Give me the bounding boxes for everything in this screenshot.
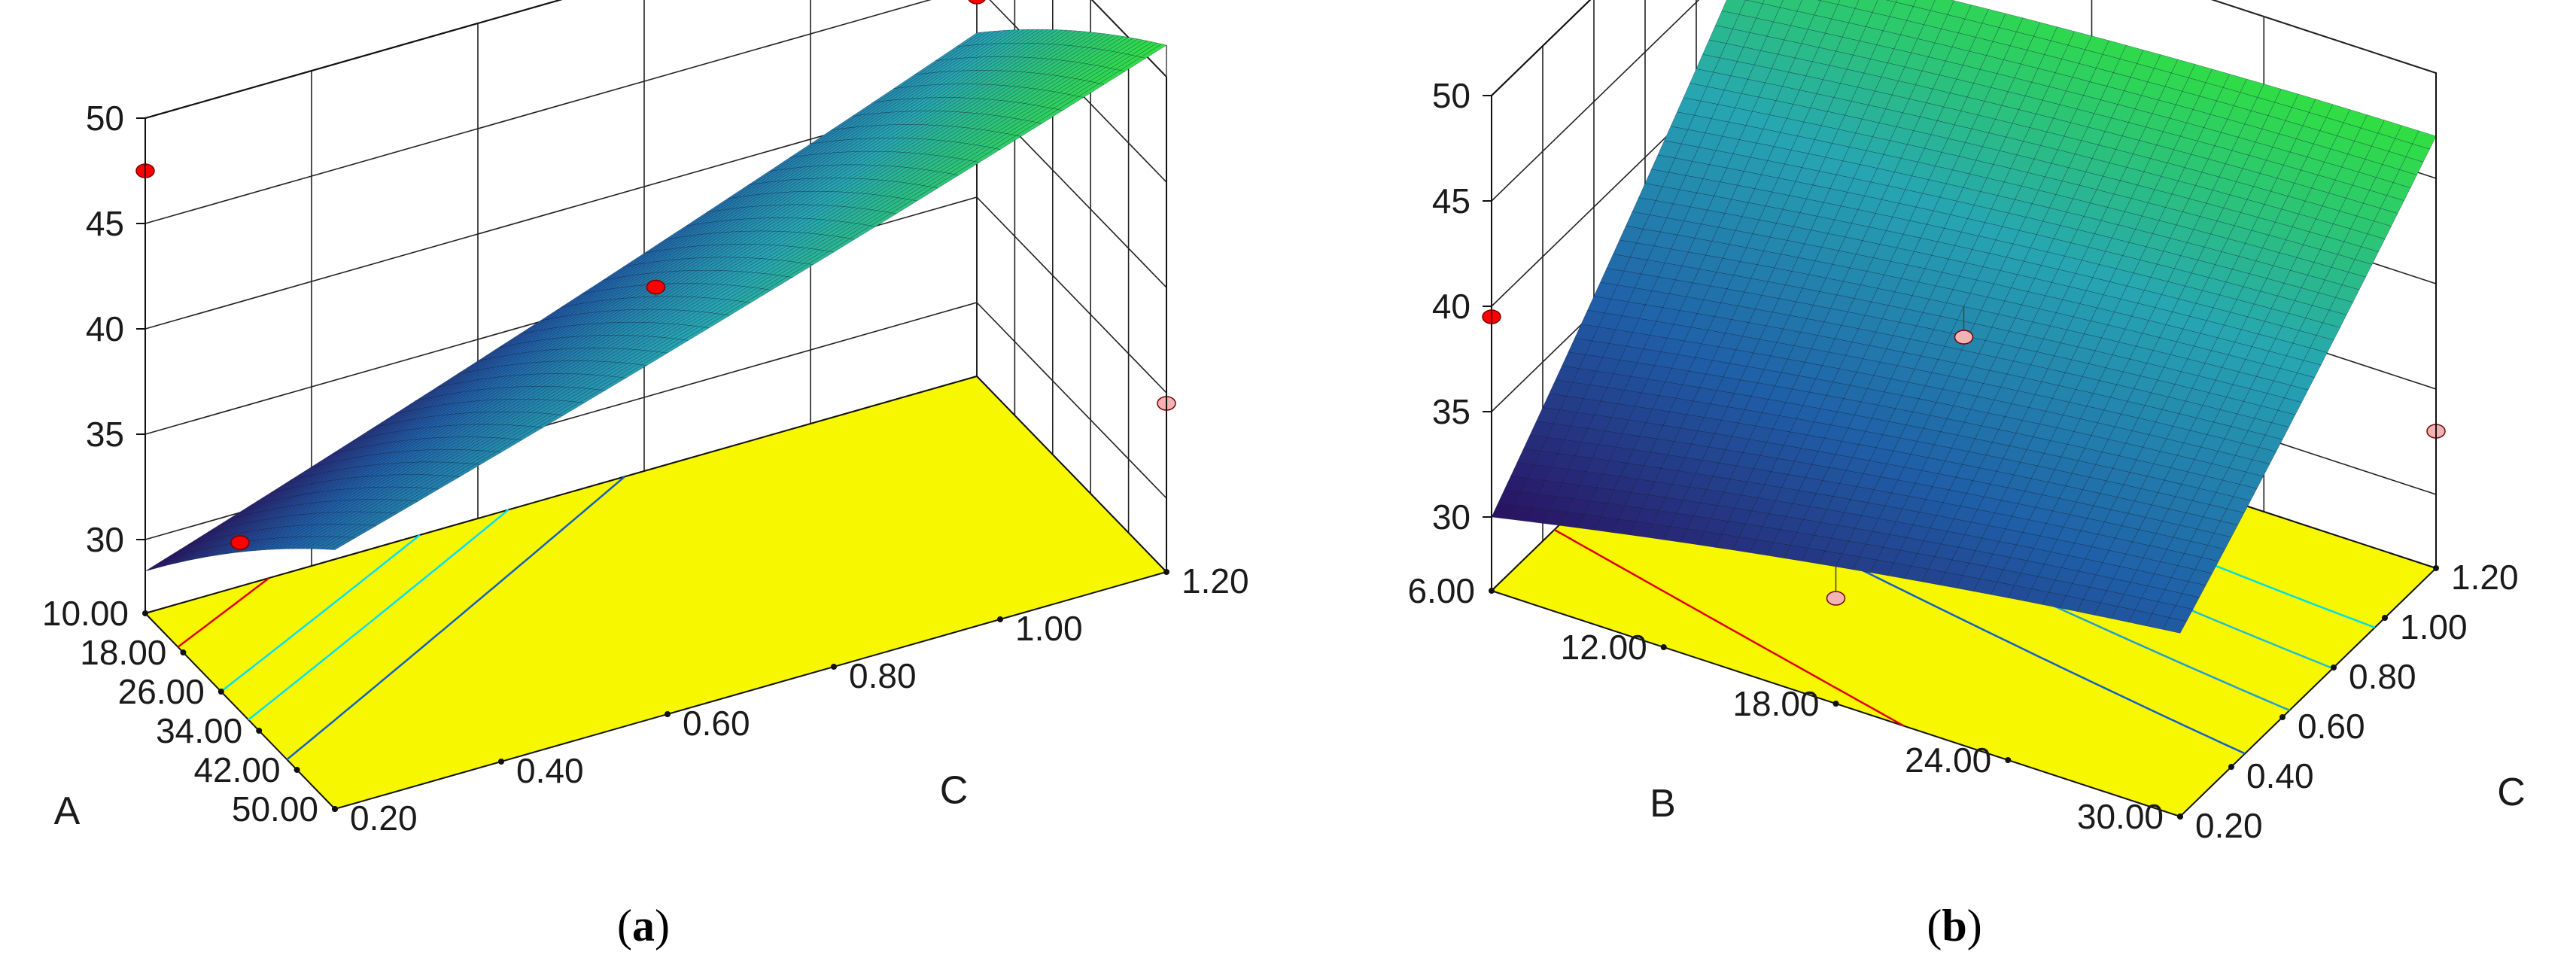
z-tick-label: 40	[86, 309, 124, 348]
y-tick-mark	[2279, 714, 2286, 720]
x-tick-mark	[1489, 588, 1495, 594]
x-tick-label: 30.00	[2077, 797, 2164, 836]
x-tick-mark	[217, 689, 224, 695]
x-tick-label: 50.00	[232, 789, 318, 829]
x-axis-name: B	[1650, 782, 1676, 826]
x-tick-label: 10.00	[42, 594, 129, 633]
x-tick-label: 24.00	[1905, 741, 1991, 780]
contour-line	[220, 534, 421, 692]
x-tick-label: 18.00	[80, 633, 166, 672]
y-tick-mark	[1163, 569, 1169, 575]
z-tick-label: 50	[1432, 76, 1470, 115]
y-tick-label: 1.20	[1182, 561, 1249, 601]
y-tick-mark	[2228, 764, 2234, 770]
y-axis-name: C	[2497, 771, 2526, 814]
y-tick-label: 0.80	[2349, 657, 2416, 696]
z-tick-label: 35	[1432, 392, 1470, 431]
x-tick-label: 26.00	[118, 672, 205, 711]
x-tick-label: 6.00	[1407, 571, 1475, 610]
y-tick-mark	[2382, 615, 2388, 621]
z-tick-label: 30	[1432, 497, 1470, 537]
z-tick-label: 30	[86, 520, 124, 559]
x-tick-label: 12.00	[1561, 628, 1647, 667]
design-point	[968, 0, 986, 5]
x-tick-mark	[142, 610, 148, 616]
panel-caption-a: (a)	[617, 901, 670, 950]
y-tick-label: 1.00	[2400, 607, 2468, 646]
y-tick-mark	[997, 616, 1003, 622]
y-tick-mark	[665, 711, 671, 717]
y-tick-label: 0.20	[2195, 806, 2263, 845]
y-tick-mark	[332, 806, 338, 812]
x-tick-mark	[256, 728, 263, 734]
z-tick-label: 45	[86, 204, 124, 243]
x-tick-mark	[2005, 757, 2012, 763]
y-tick-label: 1.20	[2451, 558, 2519, 597]
y-tick-mark	[2331, 664, 2337, 671]
box-top-edge	[1491, 0, 1592, 96]
x-tick-mark	[1660, 644, 1667, 650]
x-tick-mark	[1832, 701, 1839, 707]
z-tick-label: 35	[86, 415, 124, 454]
surface-plot-b: 6.00 12.00 18.00 24.00 30.00 0.20 0.40 0.60 0.80…	[1407, 0, 2526, 950]
y-tick-mark	[2433, 565, 2439, 571]
x-tick-label: 18.00	[1732, 684, 1819, 723]
x-tick-mark	[180, 649, 187, 655]
y-tick-label: 0.40	[516, 751, 584, 790]
grid-line	[144, 196, 1167, 435]
y-tick-label: 0.40	[2246, 756, 2314, 795]
design-point	[646, 279, 666, 295]
z-tick-label: 45	[1432, 181, 1470, 220]
x-axis-name: A	[54, 789, 81, 833]
contour-line	[286, 476, 625, 761]
y-axis-name: C	[940, 769, 969, 813]
contour-line	[248, 509, 509, 721]
y-tick-label: 0.60	[683, 704, 750, 743]
design-point	[230, 535, 250, 550]
y-tick-label: 0.80	[849, 656, 917, 695]
panel-caption-b: (b)	[1927, 901, 1981, 950]
contour-line	[1553, 528, 1905, 727]
x-tick-mark	[293, 767, 300, 773]
y-tick-label: 0.20	[350, 798, 418, 838]
design-point	[1826, 591, 1846, 606]
y-tick-label: 1.00	[1015, 609, 1083, 648]
surface-cell	[329, 537, 357, 550]
floor-plane	[144, 375, 1168, 810]
design-point	[1954, 330, 1974, 345]
y-tick-mark	[831, 664, 837, 670]
x-tick-label: 42.00	[193, 750, 280, 789]
chart-panel-b: 6.00 12.00 18.00 24.00 30.00 0.20 0.40 0.60 0.80…	[1288, 0, 2576, 961]
grid-line	[144, 0, 1167, 224]
surface-cell	[2162, 617, 2187, 634]
box-top-edge	[144, 0, 563, 119]
y-tick-label: 0.60	[2298, 707, 2365, 746]
x-tick-label: 34.00	[156, 711, 242, 750]
y-tick-mark	[2177, 814, 2183, 820]
y-tick-mark	[498, 759, 504, 765]
z-tick-label: 40	[1432, 287, 1470, 326]
contour-line	[177, 577, 270, 648]
z-tick-label: 50	[86, 99, 124, 138]
chart-panel-a: 10.00 18.00 26.00 34.00 42.00 50.00 0.20 0.40 0.…	[42, 0, 1249, 950]
